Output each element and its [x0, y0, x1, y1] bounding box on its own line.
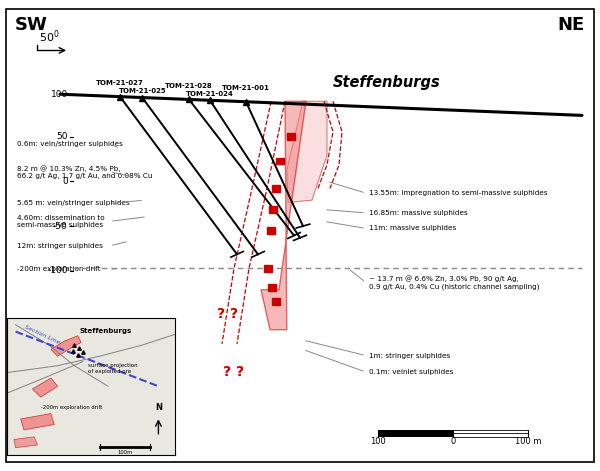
Text: 12m: stringer sulphides: 12m: stringer sulphides [17, 243, 103, 249]
Text: ?: ? [223, 365, 231, 379]
Text: TOM-21-024: TOM-21-024 [186, 90, 234, 97]
Text: 11m: massive sulphides: 11m: massive sulphides [369, 226, 456, 231]
Polygon shape [287, 101, 327, 203]
Text: ~ 13.7 m @ 6.6% Zn, 3.0% Pb, 90 g/t Ag,
0.9 g/t Au, 0.4% Cu (historic channel sa: ~ 13.7 m @ 6.6% Zn, 3.0% Pb, 90 g/t Ag, … [369, 276, 539, 290]
Text: 50$^0$: 50$^0$ [39, 28, 59, 45]
Text: 5.65 m: vein/stringer sulphides: 5.65 m: vein/stringer sulphides [17, 201, 130, 206]
Text: -100: -100 [47, 266, 68, 276]
Text: 50: 50 [56, 132, 68, 141]
Text: 0: 0 [62, 177, 68, 186]
Bar [272, 185, 280, 192]
Bar [287, 133, 295, 140]
Text: TOM-21-025: TOM-21-025 [118, 88, 166, 94]
Text: 13.55m: impregnation to semi-massive sulphides: 13.55m: impregnation to semi-massive sul… [369, 190, 548, 196]
Text: ?: ? [217, 307, 225, 321]
Bar [267, 227, 275, 234]
Text: 100: 100 [370, 437, 386, 446]
Bar [378, 430, 453, 437]
Text: 100 m: 100 m [515, 437, 541, 446]
Text: SW: SW [15, 16, 48, 34]
Bar [264, 265, 272, 272]
Text: 4.60m: dissemination to
semi-massive sulphides: 4.60m: dissemination to semi-massive sul… [17, 215, 104, 228]
Text: -200m exploration drift: -200m exploration drift [17, 267, 100, 272]
Text: ?: ? [236, 365, 244, 379]
Text: TOM-21-001: TOM-21-001 [222, 85, 270, 91]
Text: 8.2 m @ 10.3% Zn, 4.5% Pb,
66.2 g/t Ag, 1.7 g/t Au, and 0.08% Cu: 8.2 m @ 10.3% Zn, 4.5% Pb, 66.2 g/t Ag, … [17, 165, 152, 179]
Bar [272, 298, 280, 305]
Bar [453, 430, 528, 437]
Text: ?: ? [230, 307, 238, 321]
Text: TOM-21-028: TOM-21-028 [165, 83, 213, 89]
Polygon shape [261, 101, 306, 330]
Text: 100: 100 [50, 89, 68, 99]
Text: Steffenburgs: Steffenburgs [333, 75, 441, 90]
Bar [276, 158, 284, 164]
Text: 0.6m: vein/stringer sulphides: 0.6m: vein/stringer sulphides [17, 141, 122, 146]
Text: 16.85m: massive sulphides: 16.85m: massive sulphides [369, 210, 468, 216]
Text: 0.1m: veinlet sulphides: 0.1m: veinlet sulphides [369, 369, 454, 375]
Text: 0: 0 [451, 437, 455, 446]
Bar [269, 206, 277, 213]
Text: 1m: stringer sulphides: 1m: stringer sulphides [369, 353, 450, 358]
Text: NE: NE [558, 16, 585, 34]
Text: TOM-21-027: TOM-21-027 [96, 80, 144, 86]
Text: -50: -50 [53, 221, 68, 231]
Bar [268, 284, 276, 291]
